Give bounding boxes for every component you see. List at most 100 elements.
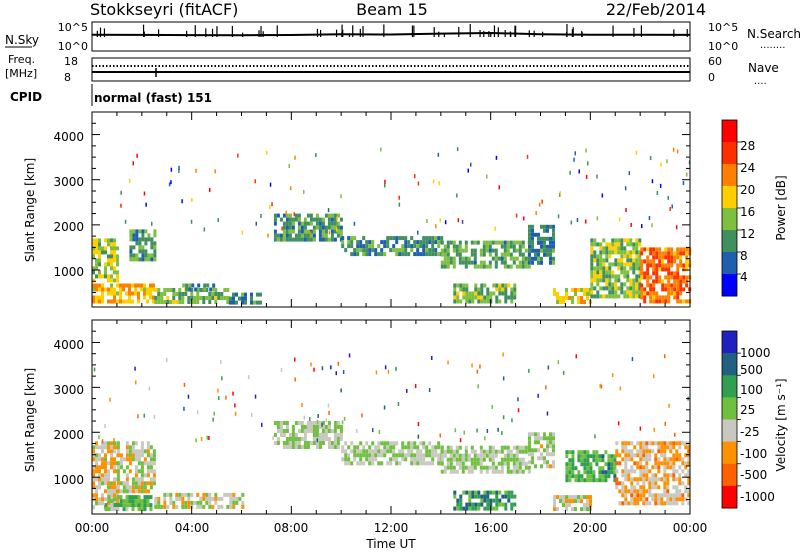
- data-cell: [506, 457, 510, 462]
- data-cell: [344, 449, 348, 454]
- data-cell: [453, 299, 457, 304]
- data-cell: [347, 445, 351, 450]
- data-cell: [483, 498, 487, 503]
- data-cell: [300, 445, 304, 449]
- data-cell: [592, 458, 596, 463]
- data-cell: [113, 295, 116, 300]
- data-cell: [98, 287, 101, 292]
- data-cell: [596, 270, 600, 275]
- freq-right-tick-bottom: 0: [708, 71, 715, 84]
- data-cell: [119, 461, 123, 466]
- data-cell: [635, 250, 639, 255]
- data-cell: [645, 477, 649, 482]
- data-cell: [149, 481, 153, 486]
- data-cell: [636, 497, 640, 502]
- data-cell: [636, 449, 640, 454]
- data-cell: [663, 473, 667, 478]
- data-cell: [465, 502, 469, 507]
- noise-cell: [340, 388, 342, 393]
- data-cell: [632, 290, 636, 295]
- noise-cell: [686, 172, 688, 177]
- data-cell: [676, 255, 680, 260]
- data-cell: [615, 469, 619, 474]
- noise-cell: [330, 365, 332, 370]
- data-cell: [580, 296, 583, 300]
- data-cell: [521, 461, 525, 466]
- data-cell: [471, 291, 475, 296]
- data-cell: [621, 481, 625, 486]
- data-cell: [140, 477, 144, 482]
- data-cell: [658, 295, 662, 300]
- data-cell: [642, 501, 646, 506]
- data-cell: [131, 445, 135, 450]
- data-cell: [92, 250, 95, 255]
- data-cell: [676, 271, 680, 276]
- noise-cell: [494, 226, 496, 231]
- data-cell: [398, 453, 402, 458]
- data-cell: [101, 287, 104, 292]
- data-cell: [621, 441, 625, 446]
- data-cell: [398, 236, 402, 241]
- data-cell: [626, 294, 630, 299]
- data-cell: [285, 221, 289, 226]
- data-cell: [419, 240, 423, 245]
- colorbar-segment: [722, 353, 737, 376]
- data-cell: [143, 495, 147, 500]
- data-cell: [152, 457, 156, 462]
- data-cell: [122, 503, 126, 508]
- data-cell: [611, 290, 615, 295]
- data-cell: [629, 258, 633, 263]
- data-cell: [664, 263, 668, 268]
- data-cell: [630, 469, 634, 474]
- data-cell: [669, 465, 673, 470]
- data-cell: [291, 445, 295, 449]
- data-cell: [652, 299, 656, 304]
- data-cell: [149, 283, 152, 288]
- data-cell: [356, 244, 360, 249]
- data-cell: [667, 279, 671, 284]
- data-cell: [679, 259, 683, 264]
- data-cell: [596, 262, 600, 267]
- data-cell: [341, 244, 345, 249]
- data-cell: [676, 295, 680, 300]
- data-cell: [452, 465, 456, 470]
- data-cell: [276, 425, 280, 429]
- data-cell: [453, 287, 457, 292]
- velocity-colorbar: [721, 330, 741, 509]
- data-cell: [137, 489, 141, 494]
- data-cell: [125, 283, 128, 288]
- noise-cell: [660, 162, 662, 167]
- data-cell: [339, 425, 343, 429]
- data-cell: [377, 252, 381, 257]
- noise-cell: [237, 153, 239, 158]
- data-cell: [232, 492, 236, 497]
- data-cell: [596, 290, 600, 295]
- data-cell: [389, 248, 393, 253]
- data-cell: [494, 264, 498, 269]
- data-cell: [546, 448, 549, 453]
- data-cell: [590, 238, 594, 243]
- data-cell: [648, 441, 652, 446]
- data-cell: [419, 453, 423, 458]
- data-cell: [116, 283, 119, 288]
- data-cell: [643, 295, 647, 300]
- data-cell: [365, 248, 369, 253]
- data-cell: [404, 457, 408, 462]
- data-cell: [291, 229, 295, 234]
- data-cell: [593, 254, 597, 259]
- data-cell: [497, 449, 501, 454]
- data-cell: [110, 262, 113, 267]
- data-cell: [681, 457, 685, 462]
- data-cell: [140, 283, 143, 288]
- data-cell: [458, 461, 462, 466]
- data-cell: [312, 421, 316, 425]
- data-cell: [347, 240, 351, 245]
- data-cell: [437, 457, 441, 462]
- data-cell: [546, 464, 549, 469]
- data-cell: [601, 470, 605, 475]
- data-cell: [368, 252, 372, 257]
- data-cell: [602, 274, 606, 279]
- data-cell: [524, 465, 528, 470]
- data-cell: [392, 457, 396, 462]
- data-cell: [639, 469, 643, 474]
